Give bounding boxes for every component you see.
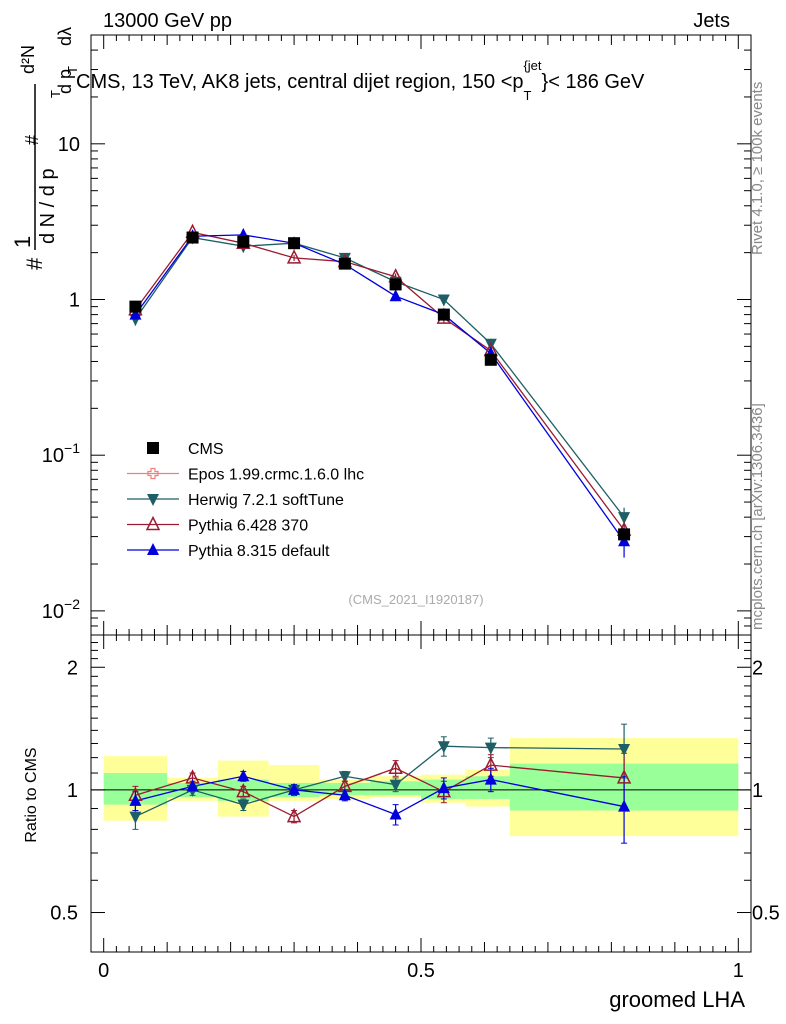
y-label-part7: T (65, 66, 80, 74)
y-label-part9: dλ (55, 27, 75, 46)
legend-label-cms: CMS (188, 441, 224, 458)
legend-label-py8: Pythia 8.315 default (188, 543, 330, 560)
y-tick-label-2: 1 (69, 290, 80, 312)
y-axis-label-ratio: Ratio to CMS (23, 747, 40, 842)
ratio-point-py6-8 (616, 769, 632, 784)
mcplots-label: mcplots.cern.ch [arXiv:1306.3436] (749, 403, 766, 630)
y-label-part6: d p (55, 69, 75, 94)
ratio-point-py8-4 (338, 788, 351, 801)
ratio-point-herwig-7 (484, 742, 497, 755)
legend-label-herwig: Herwig 7.2.1 softTune (188, 492, 344, 509)
x-axis-label: groomed LHA (609, 987, 745, 1012)
ratio-point-herwig-8 (618, 744, 631, 757)
title-sub: T (524, 88, 532, 103)
ratio-point-py8-6 (437, 781, 450, 794)
y-label-part2: 1 (10, 236, 35, 248)
x-tick-label-2: 1 (733, 960, 744, 982)
point-py6-3 (286, 249, 302, 264)
legend-marker-cms (147, 442, 159, 454)
ratio-frame (90, 634, 752, 953)
ratio-point-py6-5 (388, 759, 403, 775)
legend-marker-py6 (145, 515, 161, 531)
ratio-tick-label-right-0: 0.5 (752, 903, 780, 925)
header-right: Jets (693, 10, 730, 32)
y-label-part1: # (22, 257, 47, 270)
point-cms-6 (437, 308, 450, 321)
legend: CMS Epos 1.99.crmc.1.6.0 lhc Herwig 7.2.1 … (127, 441, 364, 560)
point-cms-8 (618, 528, 631, 541)
y-label-part4: T (48, 90, 63, 98)
ratio-tick-label-right-2: 2 (752, 657, 763, 679)
legend-label-epos: Epos 1.99.crmc.1.6.0 lhc (188, 467, 364, 484)
x-tick-label-0: 0 (98, 960, 109, 982)
ratio-point-py8-8 (618, 799, 631, 812)
point-py8-0 (129, 307, 142, 320)
y-tick-label-0: 10−2 (42, 596, 80, 623)
ratio-point-py8-0 (129, 793, 142, 806)
axis-tick-labels: 10−2 10−1 1 10 0.5 0.5 1 1 2 2 0 0.5 1 (42, 134, 780, 982)
point-cms-5 (389, 278, 402, 291)
header-left: 13000 GeV pp (103, 10, 232, 32)
title-end: }< 186 GeV (542, 71, 646, 93)
point-cms-2 (237, 235, 250, 248)
ratio-point-py8-1 (186, 779, 199, 792)
series-markers (128, 223, 632, 824)
legend-label-py6: Pythia 6.428 370 (188, 518, 308, 535)
rivet-label: Rivet 4.1.0, ≥ 100k events (749, 82, 766, 255)
point-cms-0 (129, 300, 142, 313)
y-tick-label-3: 10 (58, 134, 80, 156)
ratio-point-herwig-5 (389, 779, 402, 792)
ratio-point-py8-5 (389, 807, 402, 820)
y-tick-label-1: 10−1 (42, 440, 80, 467)
point-herwig-8 (618, 512, 631, 525)
ratio-tick-label-right-1: 1 (752, 780, 763, 802)
point-cms-3 (288, 237, 301, 250)
axis-ticks (91, 34, 751, 953)
x-tick-label-1: 0.5 (407, 960, 435, 982)
y-label-part5: # (22, 135, 42, 145)
y-axis-label-top: # 1 d N / d p T # d p T d²N dλ (10, 27, 80, 270)
title-sup: {jet (523, 58, 541, 73)
legend-marker-py8 (147, 543, 159, 555)
legend-marker-herwig (147, 494, 159, 506)
plot-title: CMS, 13 TeV, AK8 jets, central dijet reg… (76, 58, 645, 103)
ratio-point-herwig-4 (338, 771, 351, 784)
ratio-point-py8-7 (484, 772, 497, 785)
point-cms-1 (186, 231, 199, 244)
point-py8-5 (389, 289, 402, 302)
ratio-point-py6-2 (236, 782, 251, 798)
ratio-point-herwig-0 (129, 811, 142, 824)
ratio-point-py6-7 (483, 756, 499, 771)
ratio-tick-label-left-0: 0.5 (50, 903, 78, 925)
ratio-tick-label-left-2: 2 (67, 657, 78, 679)
ratio-point-herwig-2 (237, 799, 250, 812)
line-py6 (134, 231, 625, 531)
y-label-part8: d²N (18, 45, 38, 74)
ratio-point-py8-2 (237, 769, 250, 782)
point-herwig-6 (437, 294, 450, 307)
ratio-point-herwig-6 (437, 741, 450, 754)
ratio-point-py8-3 (288, 782, 301, 795)
title-main: CMS, 13 TeV, AK8 jets, central dijet reg… (76, 71, 524, 93)
ratio-tick-label-left-1: 1 (67, 780, 78, 802)
ratio-point-py6-3 (286, 807, 302, 823)
point-cms-4 (338, 257, 351, 270)
analysis-watermark: (CMS_2021_I1920187) (348, 592, 483, 607)
y-label-part3: d N / d p (37, 168, 59, 244)
legend-marker-epos (147, 467, 159, 480)
point-cms-7 (484, 353, 497, 366)
